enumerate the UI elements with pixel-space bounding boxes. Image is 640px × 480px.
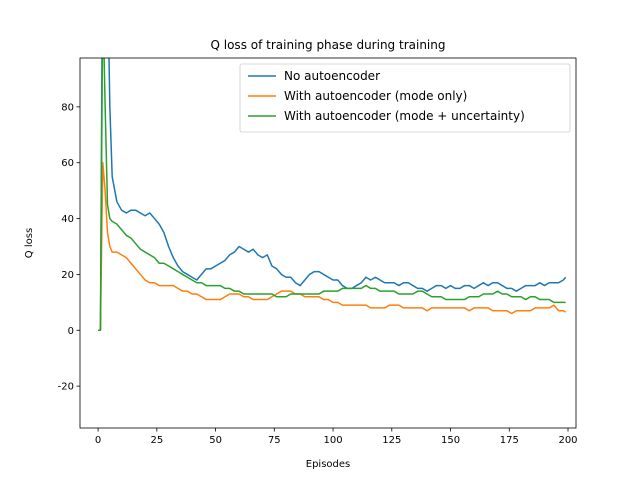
y-axis-label: Q loss <box>24 228 35 258</box>
y-tick-label: -20 <box>58 382 74 393</box>
x-axis-label: Episodes <box>306 459 350 470</box>
series-line <box>98 58 566 332</box>
y-tick-label: 80 <box>61 102 74 113</box>
series-line <box>98 161 567 332</box>
x-tick-label: 200 <box>558 435 577 446</box>
y-tick-label: 0 <box>68 326 74 337</box>
series-line <box>98 58 567 332</box>
y-tick-label: 40 <box>61 214 74 225</box>
chart-title: Q loss of training phase during training <box>211 38 446 52</box>
plot-frame <box>79 57 577 429</box>
legend-label: With autoencoder (mode + uncertainty) <box>284 109 525 123</box>
plot-lines <box>98 58 567 332</box>
x-tick-label: 100 <box>324 435 343 446</box>
x-tick-label: 75 <box>268 435 281 446</box>
x-tick-label: 150 <box>441 435 460 446</box>
legend-label: With autoencoder (mode only) <box>284 89 467 103</box>
y-tick-label: 20 <box>61 270 74 281</box>
x-tick-label: 0 <box>95 435 101 446</box>
legend-label: No autoencoder <box>284 69 380 83</box>
x-tick-label: 25 <box>150 435 163 446</box>
x-tick-label: 50 <box>209 435 222 446</box>
legend-box <box>239 63 571 133</box>
y-tick-label: 60 <box>61 158 74 169</box>
x-tick-label: 175 <box>500 435 519 446</box>
x-tick-label: 125 <box>382 435 401 446</box>
